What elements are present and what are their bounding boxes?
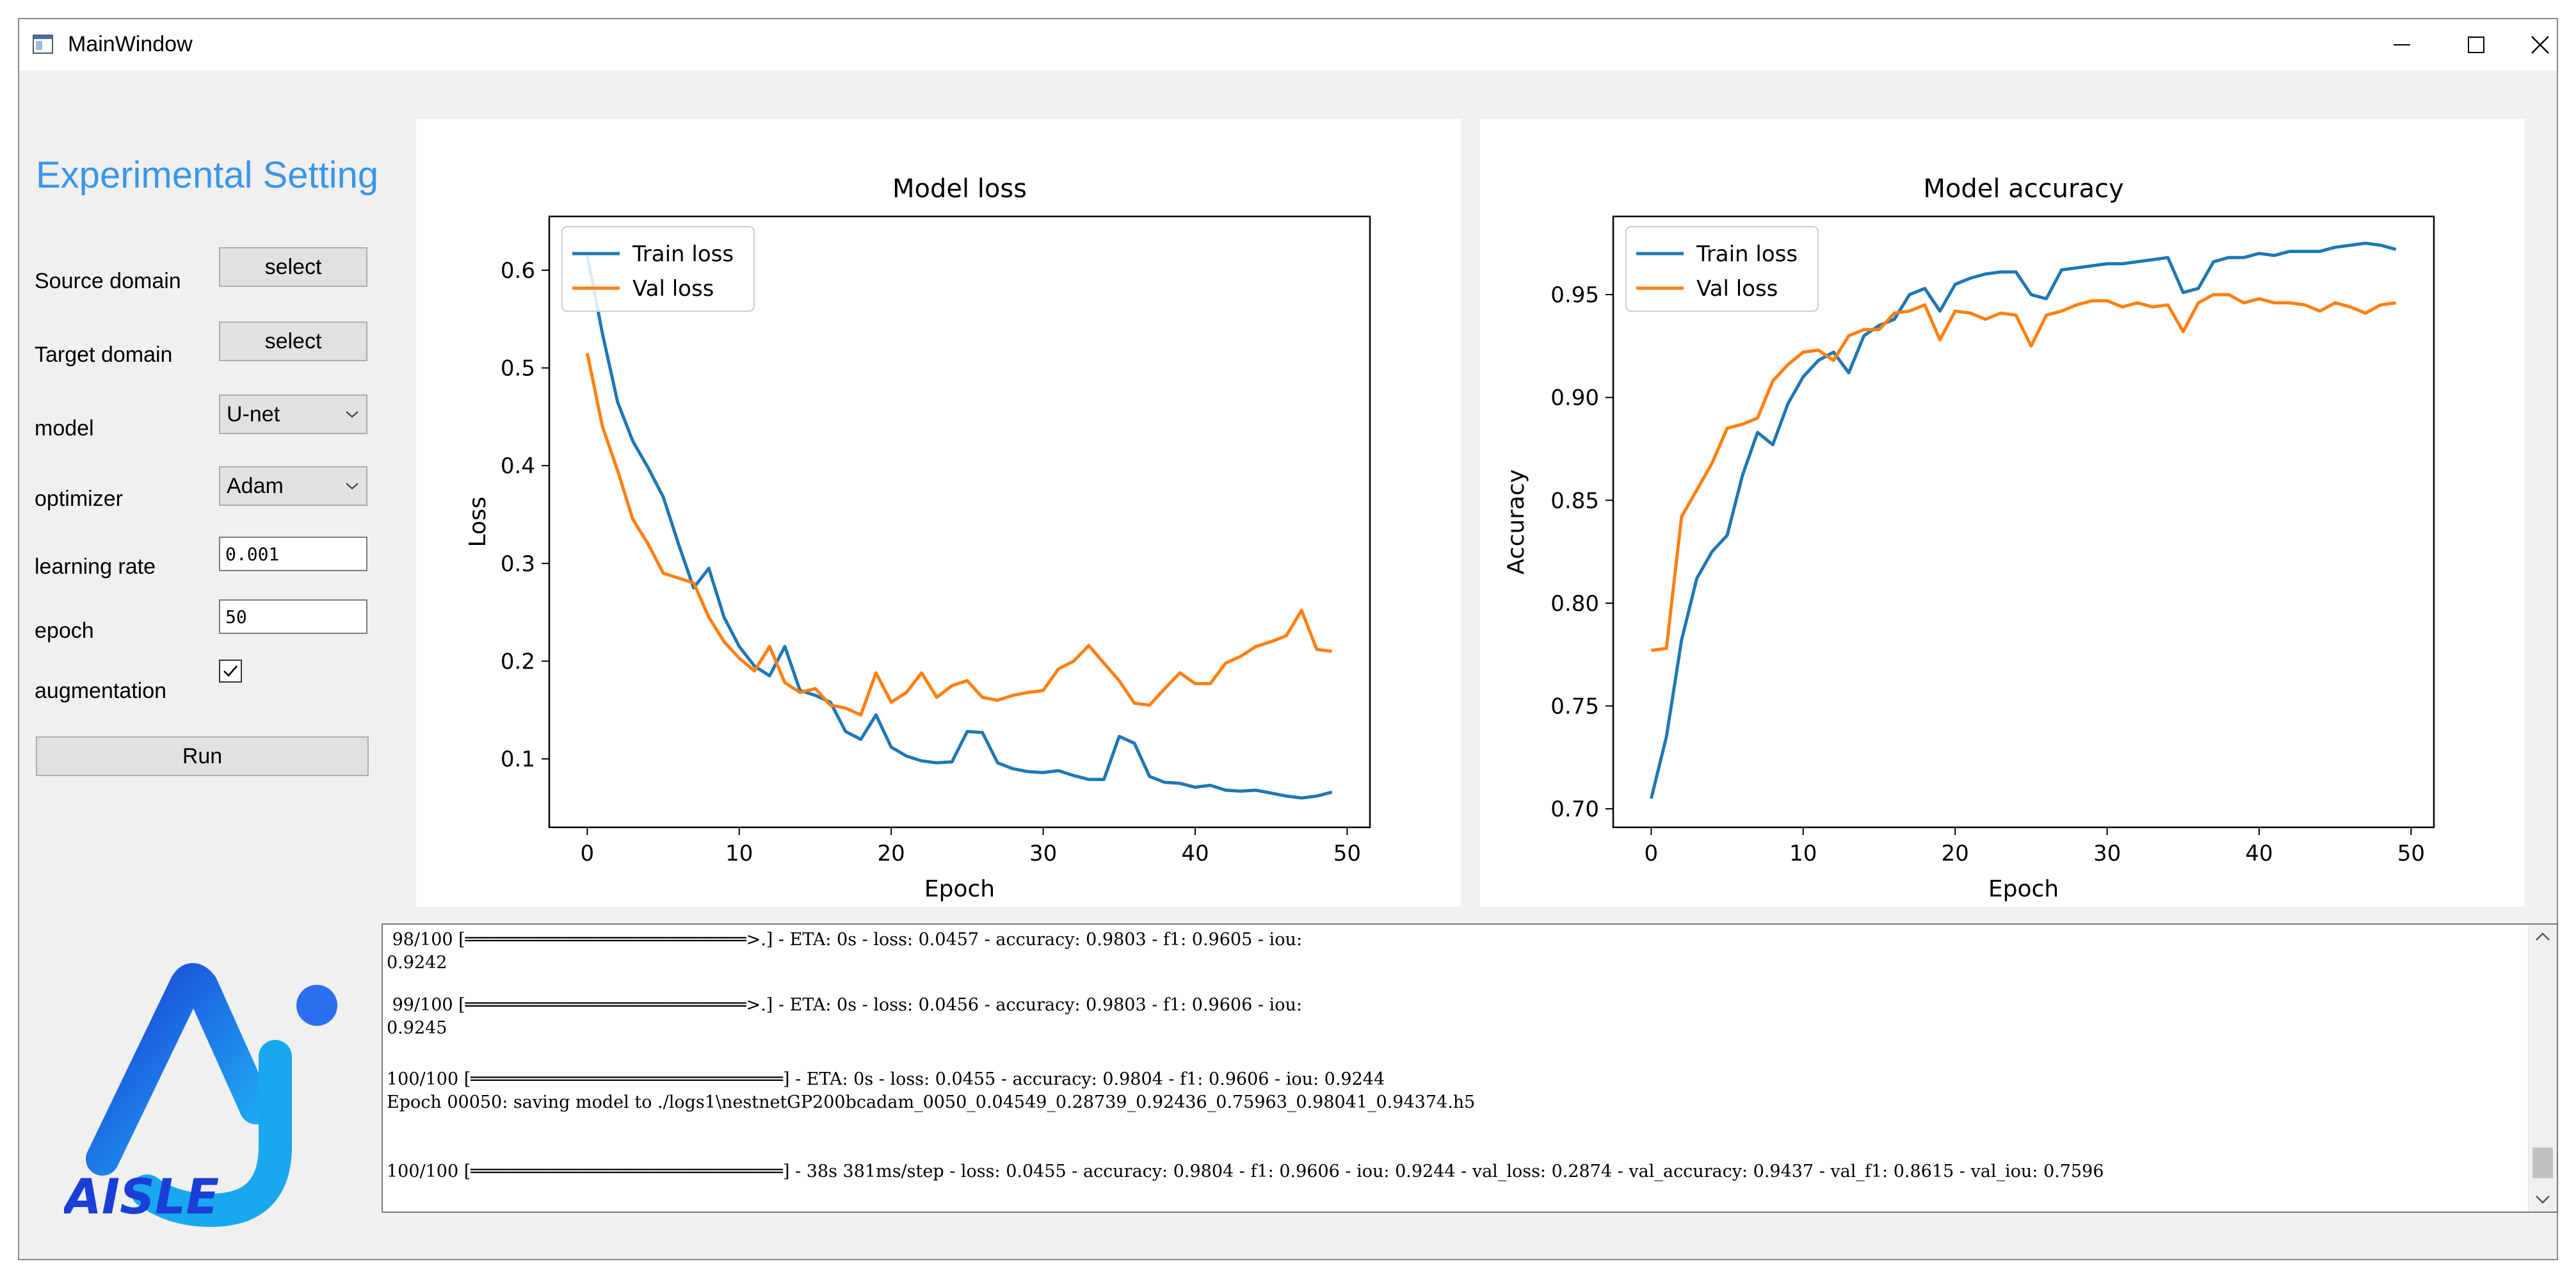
console-line: 98/100 [═══════════════════════════>.] -… (387, 930, 1302, 950)
legend-label: Train loss (1696, 241, 1798, 267)
main-window: MainWindow Experimental Setting Source d… (18, 18, 2558, 1260)
augmentation-label: augmentation (35, 679, 167, 703)
scroll-up-icon[interactable] (2529, 927, 2557, 946)
x-axis-label: Epoch (924, 876, 995, 902)
x-tick-label: 30 (2093, 841, 2121, 866)
y-tick-label: 0.95 (1550, 282, 1599, 308)
source-domain-select-button[interactable]: select (219, 247, 367, 287)
series-line (585, 255, 1333, 800)
y-tick-label: 0.70 (1550, 797, 1599, 822)
plot-frame (1612, 215, 2435, 829)
console-line: 100/100 [══════════════════════════════]… (387, 1069, 1385, 1089)
training-log-console[interactable]: 98/100 [═══════════════════════════>.] -… (382, 923, 2558, 1213)
console-line: Epoch 00050: saving model to ./logs1\nes… (387, 1092, 1476, 1112)
legend-label: Train loss (632, 241, 734, 267)
minimize-button[interactable] (2365, 19, 2439, 70)
model-dropdown-value: U-net (227, 401, 280, 426)
x-tick-label: 20 (878, 841, 905, 866)
x-tick-label: 50 (2397, 841, 2425, 866)
legend-box (561, 226, 755, 312)
y-tick-label: 0.4 (501, 453, 535, 479)
optimizer-dropdown-value: Adam (227, 473, 284, 498)
checkmark-icon (223, 665, 237, 677)
legend-label: Val loss (632, 276, 714, 302)
y-axis-label: Loss (465, 497, 491, 547)
plot-frame (548, 215, 1371, 829)
y-tick-label: 0.2 (501, 649, 535, 675)
learning-rate-label: learning rate (35, 555, 156, 579)
window-title: MainWindow (68, 32, 193, 56)
x-tick-label: 50 (1333, 841, 1361, 866)
x-axis-label: Epoch (1988, 876, 2059, 902)
chevron-down-icon (346, 411, 358, 418)
x-tick-label: 0 (581, 841, 595, 866)
chart-title: Model loss (892, 174, 1027, 204)
model-label: model (35, 416, 94, 441)
x-tick-label: 40 (1181, 841, 1209, 866)
series-line (1649, 241, 2397, 799)
optimizer-dropdown[interactable]: Adam (219, 466, 367, 506)
y-tick-label: 0.80 (1550, 591, 1599, 617)
console-scroll-thumb[interactable] (2532, 1147, 2553, 1178)
legend-label: Val loss (1696, 276, 1778, 302)
y-tick-label: 0.6 (501, 258, 535, 284)
y-tick-label: 0.3 (501, 551, 535, 577)
console-line: 99/100 [═══════════════════════════>.] -… (387, 995, 1302, 1015)
y-tick-label: 0.75 (1550, 693, 1599, 719)
y-axis-label: Accuracy (1503, 469, 1529, 574)
x-tick-label: 30 (1029, 841, 1057, 866)
augmentation-checkbox[interactable] (219, 660, 242, 683)
close-icon (2531, 36, 2549, 54)
optimizer-label: optimizer (35, 487, 123, 511)
console-line: 0.9242 (387, 953, 447, 973)
close-button[interactable] (2503, 19, 2576, 70)
y-tick-label: 0.85 (1550, 488, 1599, 514)
maximize-icon (2468, 36, 2484, 53)
model-dropdown[interactable]: U-net (219, 394, 367, 434)
x-tick-label: 10 (725, 841, 753, 866)
learning-rate-input[interactable]: 0.001 (219, 537, 367, 571)
source-domain-label: Source domain (35, 269, 181, 293)
target-domain-select-button[interactable]: select (219, 321, 367, 361)
console-line: 100/100 [══════════════════════════════]… (387, 1162, 2104, 1181)
y-tick-label: 0.90 (1550, 385, 1599, 411)
app-window-icon (33, 35, 53, 54)
aisle-logo: AISLE (64, 963, 337, 1228)
series-line (1651, 293, 2396, 653)
title-bar: MainWindow (19, 19, 2557, 70)
maximize-button[interactable] (2439, 19, 2513, 70)
epoch-label: epoch (35, 619, 94, 643)
minimize-icon (2394, 44, 2410, 45)
x-tick-label: 40 (2245, 841, 2273, 866)
settings-heading: Experimental Setting (36, 154, 379, 196)
epoch-input[interactable]: 50 (219, 599, 367, 634)
legend-box (1625, 226, 1819, 312)
series-line (585, 353, 1332, 717)
x-tick-label: 10 (1789, 841, 1817, 866)
x-tick-label: 0 (1645, 841, 1659, 866)
console-line: 0.9245 (387, 1018, 447, 1038)
y-tick-label: 0.1 (501, 747, 535, 772)
y-tick-label: 0.5 (501, 356, 535, 382)
target-domain-label: Target domain (35, 343, 173, 367)
console-scrollbar[interactable] (2528, 925, 2557, 1212)
x-tick-label: 20 (1942, 841, 1969, 866)
scroll-down-icon[interactable] (2529, 1190, 2557, 1209)
logo-text: AISLE (64, 1168, 219, 1225)
chart-title: Model accuracy (1923, 174, 2123, 204)
chevron-down-icon (346, 483, 358, 490)
training-charts: Model loss 0 10 20 30 40 50 0.1 0.2 0.3 0.4 0.5 0.6 E… (416, 119, 2525, 907)
run-button[interactable]: Run (36, 736, 369, 776)
